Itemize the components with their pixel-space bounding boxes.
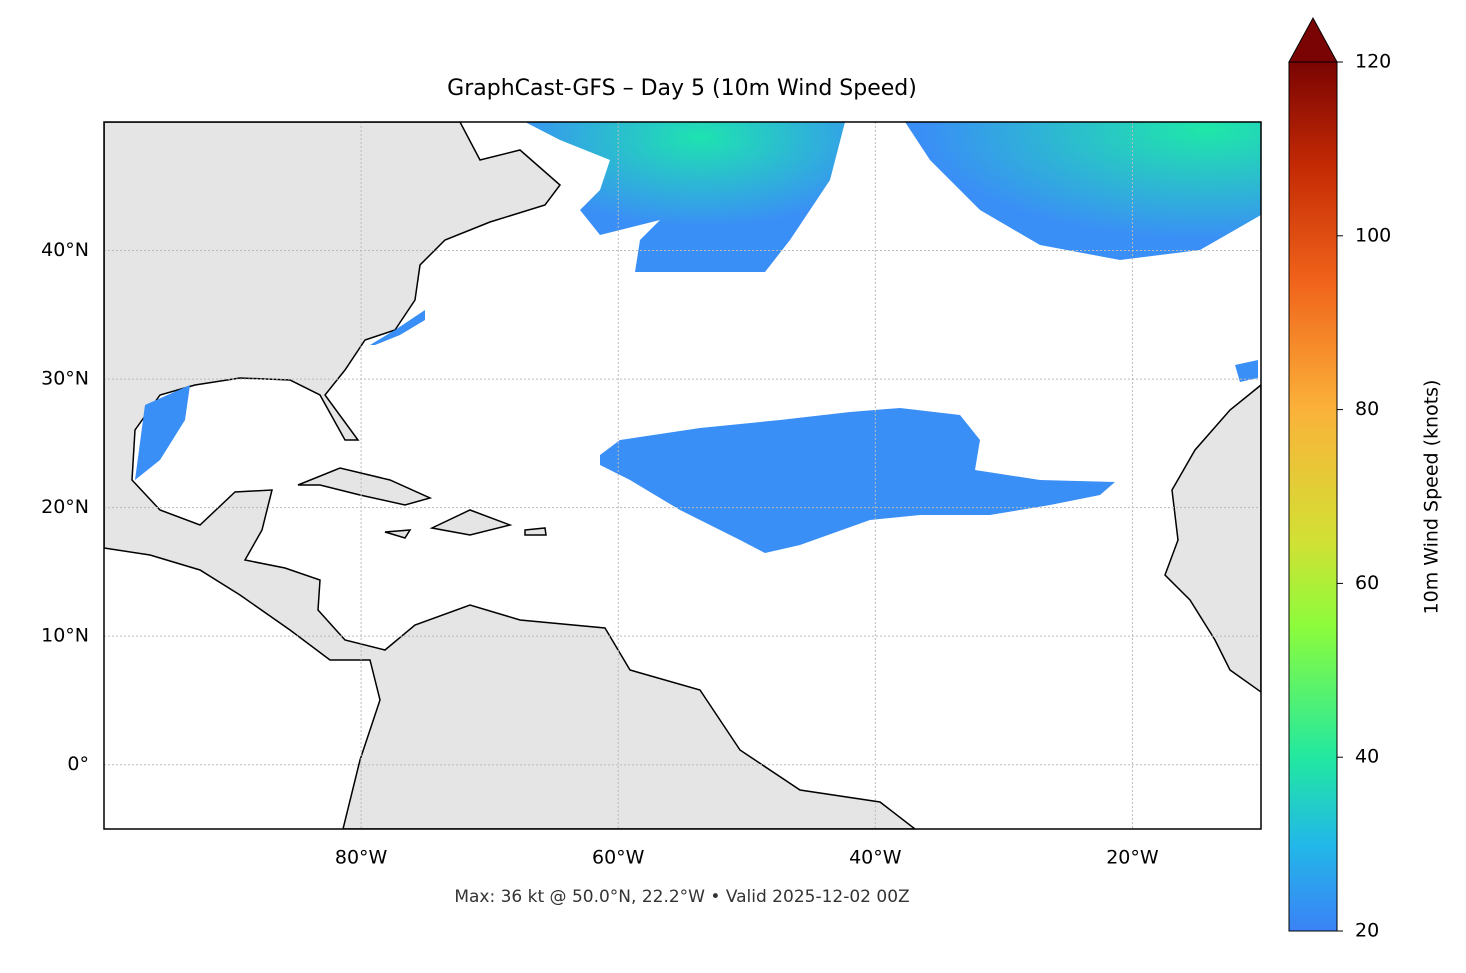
puerto-rico <box>524 527 547 536</box>
colorbar-tick-label: 60 <box>1355 572 1379 594</box>
lat-tick-label: 40°N <box>41 239 89 261</box>
cuba <box>297 467 433 506</box>
lat-tick-label: 20°N <box>41 496 89 518</box>
americas <box>104 122 917 829</box>
lat-tick-label: 0° <box>67 753 89 775</box>
footer-note: Max: 36 kt @ 50.0°N, 22.2°W • Valid 2025… <box>454 887 909 907</box>
lat-tick-label: 30°N <box>41 368 89 390</box>
graticule <box>104 122 1261 829</box>
lon-tick-label: 60°W <box>592 847 645 869</box>
wind-field <box>1235 360 1258 382</box>
lon-tick-label: 40°W <box>849 847 902 869</box>
colorbar-tick-label: 40 <box>1355 746 1379 768</box>
colorbar-extend <box>1288 16 1338 63</box>
wind-field <box>135 385 190 480</box>
jamaica <box>384 529 412 539</box>
hispaniola <box>429 509 513 536</box>
wind-field <box>600 408 1115 553</box>
lon-tick-label: 20°W <box>1106 847 1159 869</box>
colorbar-tick-label: 20 <box>1355 920 1379 942</box>
colorbar-tick-label: 120 <box>1355 51 1391 73</box>
colorbar-tick-label: 100 <box>1355 224 1391 246</box>
lat-tick-label: 10°N <box>41 625 89 647</box>
lon-tick-label: 80°W <box>335 847 388 869</box>
colorbar-label: 10m Wind Speed (knots) <box>1421 380 1443 615</box>
colorbar-scale <box>1288 61 1338 932</box>
africa <box>1164 384 1261 693</box>
colorbar: 20 40 60 80 100 120 <box>1288 16 1391 942</box>
wind-field <box>905 122 1261 260</box>
map-area <box>104 122 1261 829</box>
colorbar-tick-label: 80 <box>1355 398 1379 420</box>
map-frame <box>103 121 1262 830</box>
map-title: GraphCast-GFS – Day 5 (10m Wind Speed) <box>447 76 917 101</box>
wind-field <box>525 122 845 272</box>
